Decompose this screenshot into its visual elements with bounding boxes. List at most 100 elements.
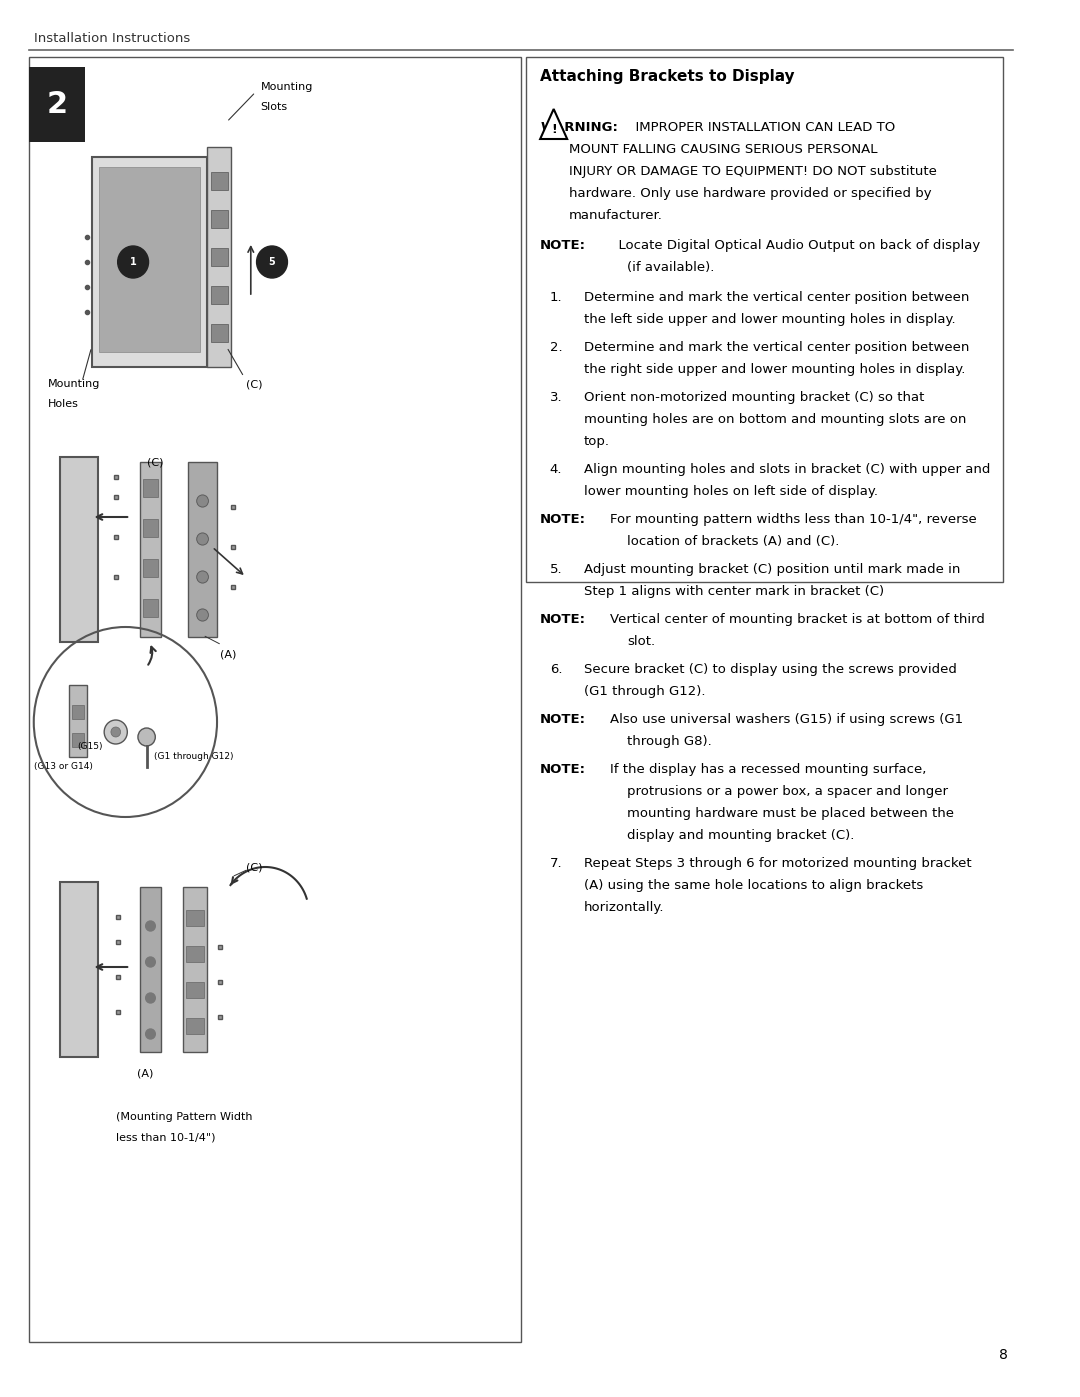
Text: Vertical center of mounting bracket is at bottom of third: Vertical center of mounting bracket is a… (609, 613, 985, 626)
Text: Orient non-motorized mounting bracket (C) so that: Orient non-motorized mounting bracket (C… (583, 391, 924, 404)
FancyBboxPatch shape (212, 286, 228, 305)
Text: (A): (A) (220, 650, 237, 659)
Text: Holes: Holes (49, 400, 79, 409)
FancyBboxPatch shape (212, 324, 228, 342)
Text: If the display has a recessed mounting surface,: If the display has a recessed mounting s… (609, 763, 926, 775)
Text: through G8).: through G8). (627, 735, 712, 747)
Text: 3.: 3. (550, 391, 563, 404)
Text: NOTE:: NOTE: (540, 239, 586, 251)
Circle shape (197, 571, 208, 583)
Text: 6.: 6. (550, 664, 563, 676)
Text: NOTE:: NOTE: (540, 513, 586, 527)
Text: INJURY OR DAMAGE TO EQUIPMENT! DO NOT substitute: INJURY OR DAMAGE TO EQUIPMENT! DO NOT su… (569, 165, 937, 177)
FancyBboxPatch shape (212, 249, 228, 265)
Text: Determine and mark the vertical center position between: Determine and mark the vertical center p… (583, 341, 969, 353)
Text: 7.: 7. (550, 856, 563, 870)
Text: Determine and mark the vertical center position between: Determine and mark the vertical center p… (583, 291, 969, 305)
Text: (A) using the same hole locations to align brackets: (A) using the same hole locations to ali… (583, 879, 922, 893)
Circle shape (111, 726, 121, 738)
FancyBboxPatch shape (140, 887, 161, 1052)
Text: (G13 or G14): (G13 or G14) (33, 761, 93, 771)
Circle shape (197, 495, 208, 507)
Text: manufacturer.: manufacturer. (569, 210, 663, 222)
Text: NOTE:: NOTE: (540, 763, 586, 775)
Text: location of brackets (A) and (C).: location of brackets (A) and (C). (627, 535, 839, 548)
Text: 5: 5 (269, 257, 275, 267)
FancyBboxPatch shape (29, 57, 521, 1343)
FancyBboxPatch shape (184, 887, 207, 1052)
Text: Adjust mounting bracket (C) position until mark made in: Adjust mounting bracket (C) position unt… (583, 563, 960, 576)
Text: mounting hardware must be placed between the: mounting hardware must be placed between… (627, 807, 954, 820)
Text: (G15): (G15) (77, 742, 103, 752)
Text: top.: top. (583, 434, 609, 448)
Circle shape (146, 921, 156, 930)
Text: MOUNT FALLING CAUSING SERIOUS PERSONAL: MOUNT FALLING CAUSING SERIOUS PERSONAL (569, 142, 878, 156)
Circle shape (138, 728, 156, 746)
Text: 1.: 1. (550, 291, 563, 305)
FancyBboxPatch shape (526, 57, 1003, 583)
Text: horizontally.: horizontally. (583, 901, 664, 914)
FancyBboxPatch shape (143, 559, 158, 577)
Text: 8: 8 (999, 1348, 1008, 1362)
Text: For mounting pattern widths less than 10-1/4", reverse: For mounting pattern widths less than 10… (609, 513, 976, 527)
Text: (C): (C) (246, 379, 262, 388)
Circle shape (146, 957, 156, 967)
Text: less than 10-1/4"): less than 10-1/4") (116, 1132, 215, 1141)
Circle shape (197, 609, 208, 622)
FancyBboxPatch shape (69, 685, 86, 757)
Circle shape (146, 1030, 156, 1039)
Text: 4.: 4. (550, 462, 563, 476)
Text: Attaching Brackets to Display: Attaching Brackets to Display (540, 68, 795, 84)
FancyBboxPatch shape (72, 733, 84, 747)
Circle shape (257, 246, 287, 278)
Text: Slots: Slots (260, 102, 287, 112)
Text: Installation Instructions: Installation Instructions (33, 32, 190, 45)
Text: (G1 through G12): (G1 through G12) (154, 752, 234, 761)
Text: (C): (C) (147, 457, 163, 467)
Text: 1: 1 (130, 257, 136, 267)
Text: (if available).: (if available). (627, 261, 714, 274)
Text: Align mounting holes and slots in bracket (C) with upper and: Align mounting holes and slots in bracke… (583, 462, 990, 476)
FancyBboxPatch shape (72, 705, 84, 719)
Circle shape (104, 719, 127, 745)
Text: the left side upper and lower mounting holes in display.: the left side upper and lower mounting h… (583, 313, 955, 326)
Text: protrusions or a power box, a spacer and longer: protrusions or a power box, a spacer and… (627, 785, 948, 798)
Circle shape (118, 246, 149, 278)
FancyBboxPatch shape (212, 172, 228, 190)
FancyBboxPatch shape (29, 67, 85, 142)
Text: !: ! (551, 123, 556, 136)
FancyBboxPatch shape (186, 909, 204, 926)
Text: mounting holes are on bottom and mounting slots are on: mounting holes are on bottom and mountin… (583, 414, 966, 426)
Text: (A): (A) (137, 1069, 153, 1078)
FancyBboxPatch shape (59, 882, 98, 1058)
Text: WARNING:: WARNING: (540, 122, 618, 134)
FancyBboxPatch shape (59, 457, 98, 643)
Text: slot.: slot. (627, 636, 656, 648)
Polygon shape (540, 109, 567, 138)
Text: Repeat Steps 3 through 6 for motorized mounting bracket: Repeat Steps 3 through 6 for motorized m… (583, 856, 971, 870)
Text: (G1 through G12).: (G1 through G12). (583, 685, 705, 698)
FancyBboxPatch shape (143, 479, 158, 497)
Text: display and mounting bracket (C).: display and mounting bracket (C). (627, 828, 854, 842)
FancyBboxPatch shape (186, 1018, 204, 1034)
Text: IMPROPER INSTALLATION CAN LEAD TO: IMPROPER INSTALLATION CAN LEAD TO (627, 122, 895, 134)
Text: lower mounting holes on left side of display.: lower mounting holes on left side of dis… (583, 485, 878, 497)
FancyBboxPatch shape (207, 147, 231, 367)
Circle shape (197, 534, 208, 545)
FancyBboxPatch shape (186, 946, 204, 963)
Text: 5.: 5. (550, 563, 563, 576)
Text: 2: 2 (46, 89, 67, 119)
Text: Also use universal washers (G15) if using screws (G1: Also use universal washers (G15) if usin… (609, 712, 962, 726)
FancyBboxPatch shape (143, 520, 158, 536)
Text: (Mounting Pattern Width: (Mounting Pattern Width (116, 1112, 253, 1122)
FancyBboxPatch shape (143, 599, 158, 617)
Text: Mounting: Mounting (49, 379, 100, 388)
Text: hardware. Only use hardware provided or specified by: hardware. Only use hardware provided or … (569, 187, 932, 200)
FancyBboxPatch shape (186, 982, 204, 997)
FancyBboxPatch shape (212, 210, 228, 228)
Text: 2.: 2. (550, 341, 563, 353)
Text: Secure bracket (C) to display using the screws provided: Secure bracket (C) to display using the … (583, 664, 957, 676)
FancyBboxPatch shape (99, 168, 200, 352)
Text: (C): (C) (246, 862, 262, 872)
Circle shape (146, 993, 156, 1003)
